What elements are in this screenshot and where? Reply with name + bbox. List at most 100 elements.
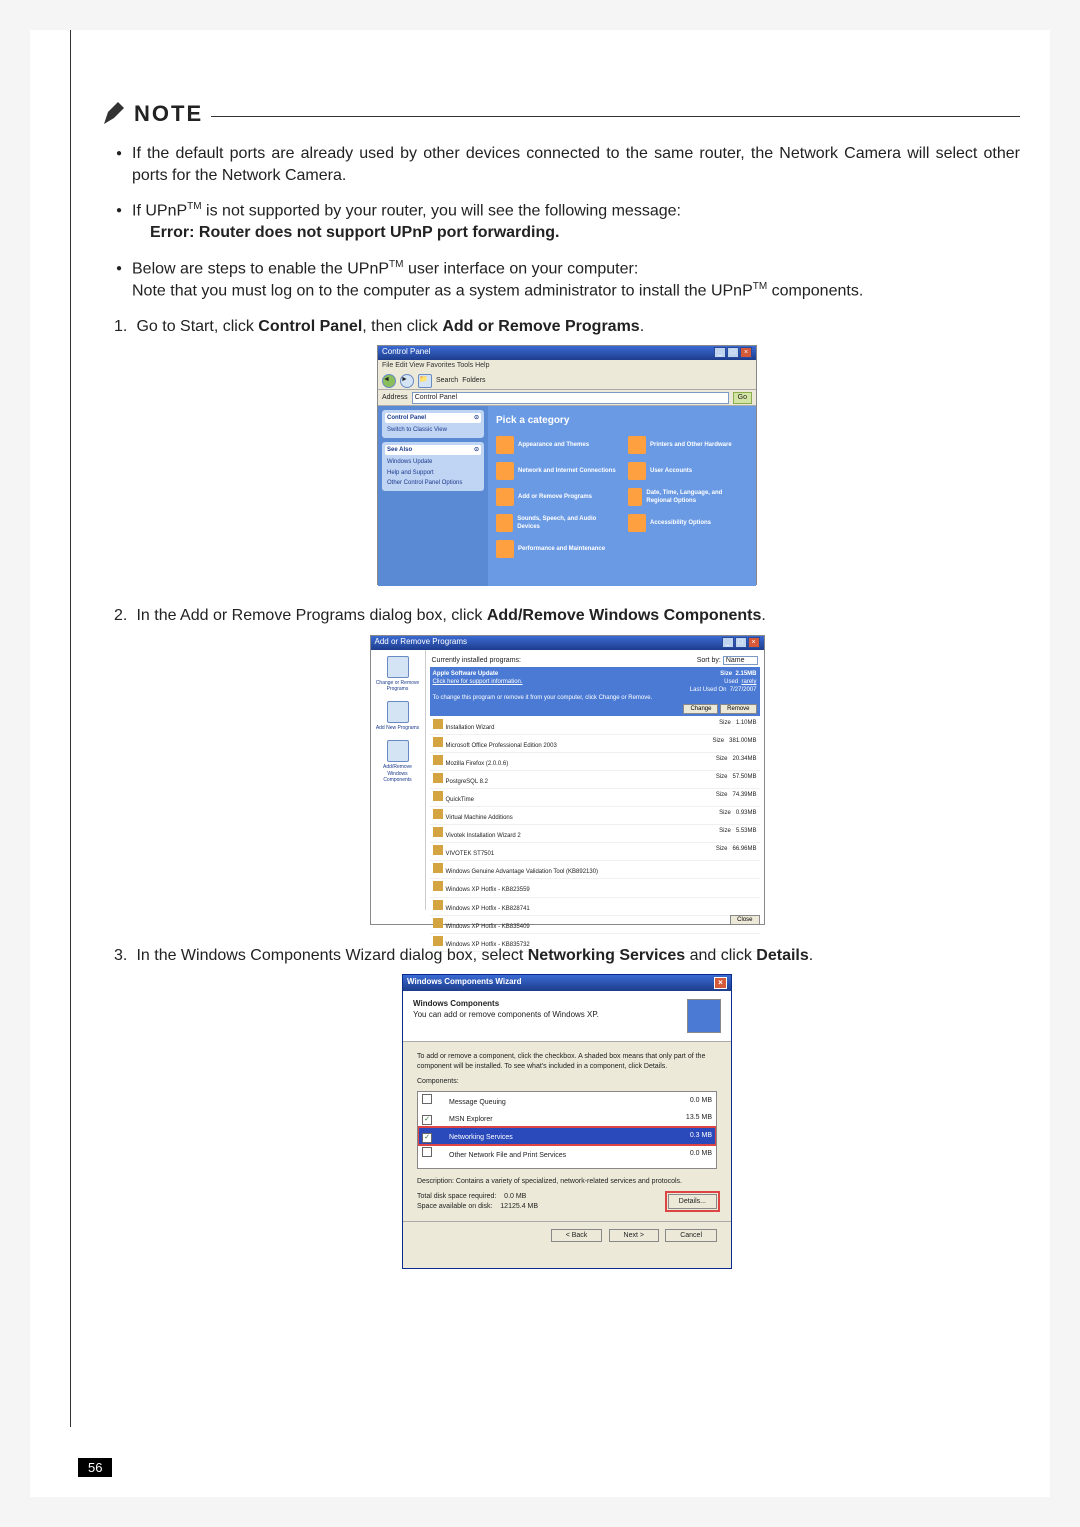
support-link[interactable]: Click here for support information. xyxy=(433,678,523,686)
note-header: NOTE xyxy=(100,100,1020,128)
cp-panel2-title: See Also xyxy=(387,446,412,454)
cp-title: Control Panel xyxy=(382,347,430,359)
category-link[interactable]: Sounds, Speech, and Audio Devices xyxy=(496,514,616,532)
go-button[interactable]: Go xyxy=(733,392,752,404)
category-link[interactable]: User Accounts xyxy=(628,462,748,480)
program-row[interactable]: Vivotek Installation Wizard 2Size 5.53MB xyxy=(430,825,760,843)
add-remove-windows-tab[interactable]: Add/Remove Windows Components xyxy=(373,740,423,784)
arp-titlebar: Add or Remove Programs _ □ × xyxy=(371,636,764,650)
step-3: 3. In the Windows Components Wizard dial… xyxy=(114,945,1020,967)
cp-toolbar: ◄ ► 📁 Search Folders xyxy=(378,372,756,390)
category-link[interactable]: Accessibility Options xyxy=(628,514,748,532)
folders-label[interactable]: Folders xyxy=(462,376,485,385)
bullet-3: Below are steps to enable the UPnPTM use… xyxy=(114,258,1020,302)
component-row[interactable]: Message Queuing0.0 MB xyxy=(418,1092,716,1109)
description-text: Contains a variety of specialized, netwo… xyxy=(456,1178,682,1185)
sort-select[interactable]: Name xyxy=(723,656,758,665)
maximize-button[interactable]: □ xyxy=(735,637,747,648)
add-remove-window: Add or Remove Programs _ □ × Change or R… xyxy=(370,635,765,925)
component-row[interactable]: ✓Update Root Certificates0.0 MB xyxy=(418,1163,716,1169)
address-label: Address xyxy=(382,393,408,402)
forward-button[interactable]: ► xyxy=(400,374,414,388)
cp-titlebar: Control Panel _ □ × xyxy=(378,346,756,360)
note-divider xyxy=(211,116,1020,117)
program-row[interactable]: Installation WizardSize 1.10MB xyxy=(430,717,760,735)
arp-sidebar: Change or Remove Programs Add New Progra… xyxy=(371,650,426,910)
wizard-window: Windows Components Wizard × Windows Comp… xyxy=(402,974,732,1269)
wcw-body-text: To add or remove a component, click the … xyxy=(417,1052,717,1071)
see-also-link[interactable]: Windows Update xyxy=(385,457,481,467)
see-also-link[interactable]: Help and Support xyxy=(385,468,481,478)
remove-button[interactable]: Remove xyxy=(720,704,756,714)
program-row[interactable]: Windows XP Hotfix - KB823559 xyxy=(430,879,760,897)
address-input[interactable]: Control Panel xyxy=(412,392,729,404)
change-button[interactable]: Change xyxy=(683,704,718,714)
program-row[interactable]: Windows XP Hotfix - KB835409 xyxy=(430,916,760,934)
close-button[interactable]: Close xyxy=(730,915,759,925)
component-row[interactable]: ✓MSN Explorer13.5 MB xyxy=(418,1109,716,1127)
see-also-link[interactable]: Other Control Panel Options xyxy=(385,478,481,488)
change-remove-tab[interactable]: Change or Remove Programs xyxy=(373,656,423,694)
installed-label: Currently installed programs: xyxy=(432,656,521,665)
program-row[interactable]: Windows XP Hotfix - KB828741 xyxy=(430,898,760,916)
category-link[interactable]: Add or Remove Programs xyxy=(496,488,616,506)
maximize-button[interactable]: □ xyxy=(727,347,739,358)
cp-address-bar: Address Control Panel Go xyxy=(378,390,756,406)
search-label[interactable]: Search xyxy=(436,376,458,385)
program-row[interactable]: VIVOTEK ST7501Size 66.96MB xyxy=(430,843,760,861)
wcw-head-title: Windows Components xyxy=(413,999,599,1010)
component-row[interactable]: Other Network File and Print Services0.0… xyxy=(418,1145,716,1162)
cancel-button[interactable]: Cancel xyxy=(665,1229,717,1242)
selected-program[interactable]: Apple Software Update Size 2.15MB Click … xyxy=(430,667,760,715)
details-button[interactable]: Details... xyxy=(668,1194,717,1209)
step-2: 2. In the Add or Remove Programs dialog … xyxy=(114,605,1020,627)
program-row[interactable]: Microsoft Office Professional Edition 20… xyxy=(430,735,760,753)
program-row[interactable]: Mozilla Firefox (2.0.0.6)Size 20.34MB xyxy=(430,753,760,771)
bullet-2: If UPnPTM is not supported by your route… xyxy=(114,200,1020,244)
bullet-1: If the default ports are already used by… xyxy=(114,143,1020,186)
program-row[interactable]: Virtual Machine AdditionsSize 0.93MB xyxy=(430,807,760,825)
category-link[interactable]: Network and Internet Connections xyxy=(496,462,616,480)
category-link[interactable]: Date, Time, Language, and Regional Optio… xyxy=(628,488,748,506)
wcw-head-sub: You can add or remove components of Wind… xyxy=(413,1010,599,1021)
program-row[interactable]: QuickTimeSize 74.39MB xyxy=(430,789,760,807)
category-link[interactable]: Printers and Other Hardware xyxy=(628,436,748,454)
category-link[interactable]: Performance and Maintenance xyxy=(496,540,616,558)
wcw-titlebar: Windows Components Wizard × xyxy=(403,975,731,991)
cp-main: Pick a category Appearance and Themes Pri… xyxy=(488,406,756,586)
pick-category-title: Pick a category xyxy=(496,414,748,428)
back-button[interactable]: ◄ xyxy=(382,374,396,388)
close-button[interactable]: × xyxy=(748,637,760,648)
sortby-label: Sort by: xyxy=(697,657,721,664)
cp-panel1-title: Control Panel xyxy=(387,414,426,422)
arp-main: Currently installed programs: Sort by: N… xyxy=(426,650,764,910)
selected-name: Apple Software Update xyxy=(433,670,499,678)
description-label: Description: xyxy=(417,1178,454,1185)
program-row[interactable]: PostgreSQL 8.2Size 57.50MB xyxy=(430,771,760,789)
wcw-title: Windows Components Wizard xyxy=(407,977,522,989)
control-panel-window: Control Panel _ □ × File Edit View Favor… xyxy=(377,345,757,585)
step-1: 1. Go to Start, click Control Panel, the… xyxy=(114,316,1020,338)
up-button[interactable]: 📁 xyxy=(418,374,432,388)
category-link[interactable]: Appearance and Themes xyxy=(496,436,616,454)
note-title: NOTE xyxy=(134,101,203,127)
components-label: Components: xyxy=(417,1077,717,1086)
bullet-1-text: If the default ports are already used by… xyxy=(132,145,1020,184)
close-button[interactable]: × xyxy=(714,977,727,989)
add-new-tab[interactable]: Add New Programs xyxy=(373,701,423,732)
components-list[interactable]: Message Queuing0.0 MB✓MSN Explorer13.5 M… xyxy=(417,1091,717,1169)
component-row[interactable]: ✓Networking Services0.3 MB xyxy=(418,1127,716,1145)
change-text: To change this program or remove it from… xyxy=(433,694,653,702)
minimize-button[interactable]: _ xyxy=(714,347,726,358)
switch-view-link[interactable]: Switch to Classic View xyxy=(385,425,481,435)
program-row[interactable]: Windows Genuine Advantage Validation Too… xyxy=(430,861,760,879)
pencil-icon xyxy=(100,100,128,128)
wizard-icon xyxy=(687,999,721,1033)
cp-menubar[interactable]: File Edit View Favorites Tools Help xyxy=(378,360,756,372)
arp-title: Add or Remove Programs xyxy=(375,637,467,649)
close-button[interactable]: × xyxy=(740,347,752,358)
minimize-button[interactable]: _ xyxy=(722,637,734,648)
next-button[interactable]: Next > xyxy=(609,1229,659,1242)
back-button[interactable]: < Back xyxy=(551,1229,603,1242)
page-number: 56 xyxy=(78,1458,112,1477)
